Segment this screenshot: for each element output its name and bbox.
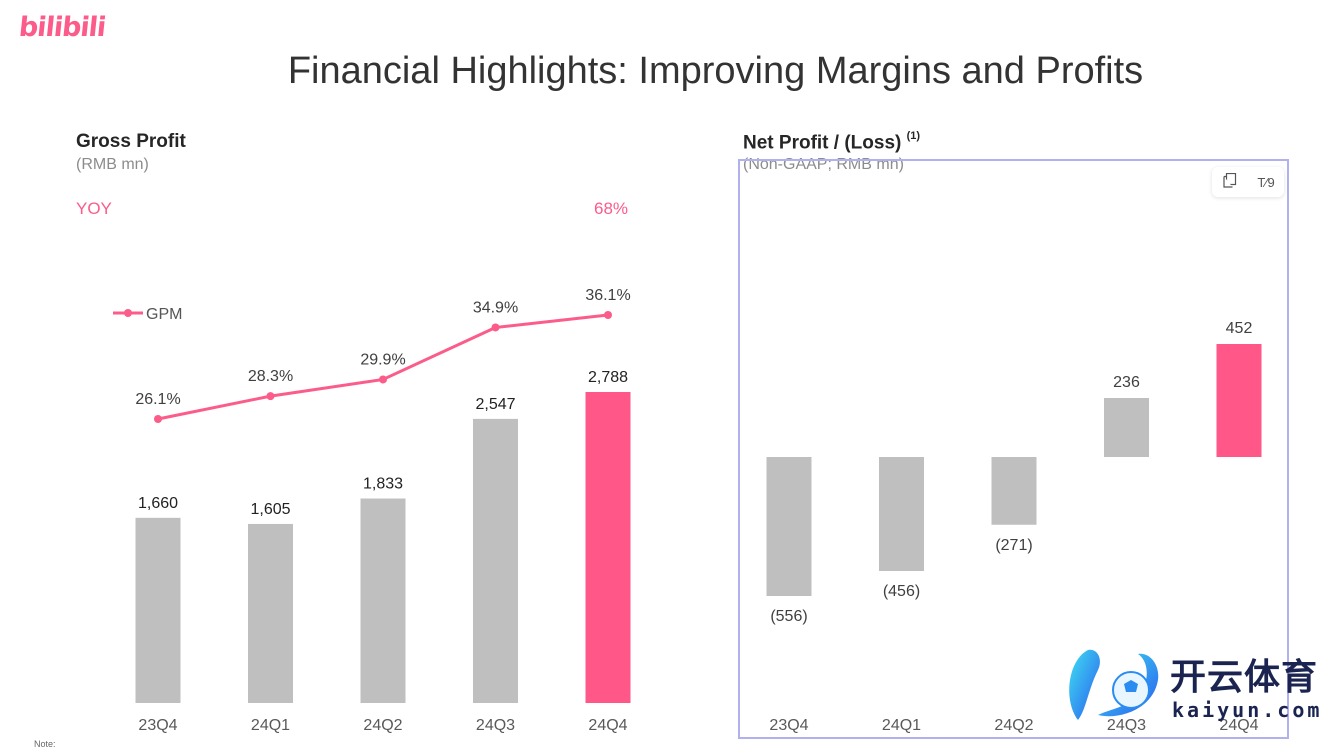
gross-profit-value-label: 2,547 xyxy=(475,396,515,413)
gpm-point xyxy=(154,415,162,423)
kaiyun-watermark: 开云体育 kaiyun.com xyxy=(1058,640,1333,730)
x-tick-label: 24Q1 xyxy=(251,717,290,734)
gross-profit-bar xyxy=(135,517,181,703)
x-tick-label: 24Q1 xyxy=(882,717,921,734)
copy-icon[interactable] xyxy=(1218,172,1242,191)
net-profit-value-label: (271) xyxy=(995,537,1032,554)
kaiyun-logo-icon xyxy=(1069,649,1159,720)
net-profit-bar xyxy=(1216,344,1262,457)
yoy-label: YOY xyxy=(76,199,112,218)
chart-toolbar: T⁄9 xyxy=(1212,167,1284,197)
gross-profit-chart: 1,660 1,605 1,833 2,547 2,788 26.1% 28.3% 29.9… xyxy=(113,287,631,734)
gross-profit-value-label: 2,788 xyxy=(588,369,628,386)
gpm-value-label: 28.3% xyxy=(248,368,293,385)
legend-gpm-marker xyxy=(124,309,132,317)
text-format-icon[interactable]: T⁄9 xyxy=(1257,174,1275,190)
chart-selection-frame[interactable] xyxy=(738,159,1289,739)
x-tick-label: 24Q2 xyxy=(363,717,402,734)
gross-profit-title: Gross Profit xyxy=(76,131,186,152)
gross-profit-bar xyxy=(360,498,406,703)
gross-profit-value-label: 1,833 xyxy=(363,476,403,493)
gpm-point xyxy=(491,323,500,332)
net-profit-value-label: 452 xyxy=(1226,320,1253,337)
gross-profit-value-label: 1,660 xyxy=(138,495,178,512)
gross-profit-bar xyxy=(473,418,518,703)
x-tick-label: 23Q4 xyxy=(769,717,808,734)
x-tick-label: 24Q3 xyxy=(1107,717,1146,734)
net-profit-bar xyxy=(991,457,1037,525)
net-profit-value-label: (456) xyxy=(883,583,920,600)
net-profit-chart: (556) (456) (271) 236 452 23Q4 24Q1 24Q2 24Q3 24… xyxy=(766,320,1262,734)
x-tick-label: 24Q4 xyxy=(588,717,627,734)
net-profit-bar xyxy=(1104,398,1149,457)
yoy-value: 68% xyxy=(594,199,629,218)
gpm-value-label: 29.9% xyxy=(360,351,405,368)
gpm-point xyxy=(379,375,387,384)
net-profit-bar xyxy=(879,457,924,571)
gross-profit-bar xyxy=(248,523,293,703)
page-title: Financial Highlights: Improving Margins … xyxy=(287,50,1144,92)
x-tick-label: 23Q4 xyxy=(138,717,177,734)
net-profit-title-text: Net Profit / (Loss) xyxy=(743,132,902,154)
gpm-value-label: 26.1% xyxy=(135,391,180,408)
watermark-en-text: kaiyun.com xyxy=(1172,698,1323,722)
x-tick-label: 24Q4 xyxy=(1219,717,1258,734)
net-profit-bar xyxy=(766,457,812,596)
gross-profit-bar xyxy=(585,392,631,703)
note-label: Note: xyxy=(34,739,56,749)
gpm-point xyxy=(604,311,612,319)
net-profit-value-label: (556) xyxy=(770,608,807,625)
footnote-marker: (1) xyxy=(906,130,921,142)
net-profit-title: Net Profit / (Loss) (1) xyxy=(743,130,921,154)
gross-profit-value-label: 1,605 xyxy=(250,501,290,518)
x-tick-label: 24Q2 xyxy=(994,717,1033,734)
gpm-value-label: 34.9% xyxy=(473,299,518,316)
net-profit-value-label: 236 xyxy=(1113,374,1140,391)
legend-gpm: GPM xyxy=(113,306,182,323)
gpm-point xyxy=(266,392,275,401)
gpm-value-label: 36.1% xyxy=(585,287,630,304)
x-tick-label: 24Q3 xyxy=(476,717,515,734)
legend-gpm-label: GPM xyxy=(146,306,182,323)
watermark-cn-text: 开云体育 xyxy=(1170,657,1319,698)
gross-profit-subtitle: (RMB mn) xyxy=(76,156,149,173)
